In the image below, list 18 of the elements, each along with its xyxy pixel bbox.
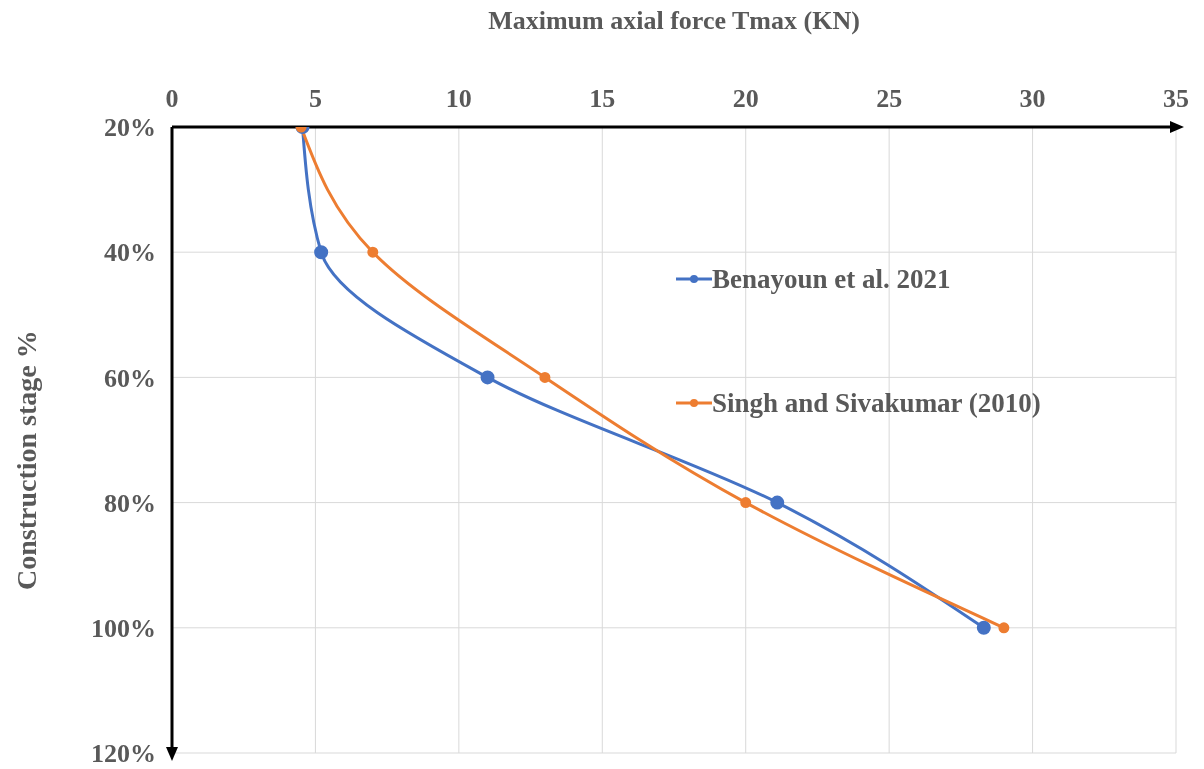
x-tick-label: 30: [1019, 84, 1046, 113]
y-tick-label: 40%: [104, 238, 156, 268]
x-tick-label: 20: [732, 84, 759, 113]
y-tick-label: 20%: [104, 113, 156, 143]
x-tick-label: 5: [308, 84, 322, 113]
x-axis-title: Maximum axial force Tmax (KN): [488, 6, 860, 35]
y-tick-label: 60%: [104, 363, 156, 393]
y-tick-label: 100%: [91, 614, 156, 644]
legend-label: Singh and Sivakumar (2010): [712, 387, 1041, 419]
legend-label: Benayoun et al. 2021: [712, 263, 951, 295]
y-tick-label: 80%: [104, 488, 156, 518]
y-tick-label: 120%: [91, 739, 156, 769]
x-tick-label: 15: [589, 84, 616, 113]
x-tick-label: 10: [445, 84, 472, 113]
y-axis-title: Construction stage %: [10, 330, 42, 590]
x-tick-label: 25: [876, 84, 903, 113]
x-tick-label: 35: [1163, 84, 1189, 113]
x-tick-label: 0: [165, 84, 179, 113]
